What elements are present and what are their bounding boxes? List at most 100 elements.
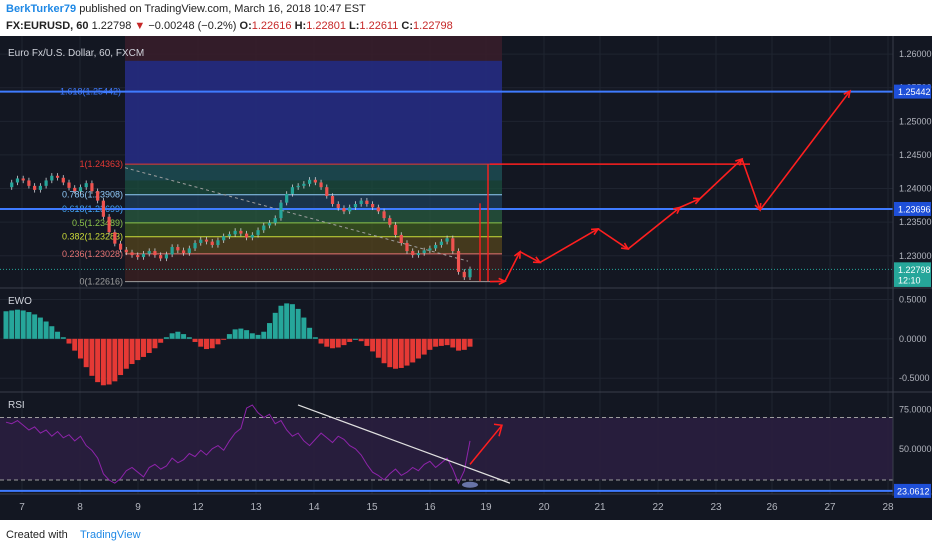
projection-segment	[504, 251, 521, 282]
y-tick-label: 1.25000	[899, 116, 932, 126]
ewo-panel[interactable]: EWO	[0, 296, 893, 386]
ewo-bar	[450, 338, 456, 348]
price-panel[interactable]: 1(1.24363)0.786(1.23908)0.618(1.23699)0.…	[0, 36, 893, 494]
fib-band	[125, 164, 502, 195]
ewo-bar	[456, 338, 462, 351]
ewo-bar	[158, 338, 164, 343]
ewo-bar	[427, 338, 433, 350]
ewo-bar	[20, 310, 26, 339]
ewo-bar	[284, 303, 290, 339]
ewo-bar	[358, 338, 364, 342]
ewo-bar	[221, 338, 227, 340]
x-tick-label: 15	[366, 502, 378, 513]
x-tick-label: 14	[308, 502, 320, 513]
ewo-bar	[9, 310, 15, 339]
ewo-bar	[163, 337, 169, 339]
x-tick-label: 23	[710, 502, 722, 513]
candle-body	[330, 195, 335, 204]
price-axis-badge-label: 1.23696	[898, 204, 931, 214]
candle-body	[267, 222, 272, 226]
fib-level-label: 1(1.24363)	[79, 159, 123, 169]
ewo-bar	[226, 334, 232, 339]
ewo-bar	[89, 338, 95, 376]
candle-body	[38, 185, 42, 190]
author-link[interactable]: BerkTurker79	[6, 3, 77, 15]
x-tick-label: 27	[824, 502, 836, 513]
chart-canvas[interactable]: 1(1.24363)0.786(1.23908)0.618(1.23699)0.…	[0, 36, 932, 520]
candle-body	[90, 183, 94, 192]
ewo-bar	[152, 338, 158, 349]
y-tick-label: 1.26000	[899, 49, 932, 59]
ewo-bar	[415, 338, 421, 359]
candle-body	[451, 238, 455, 252]
candle-body	[250, 234, 254, 238]
candle-body	[308, 179, 312, 184]
tradingview-brand[interactable]: TradingView	[80, 529, 141, 541]
low-value: 1.22611	[359, 20, 399, 32]
rsi-tick-label: 50.0000	[899, 444, 932, 454]
candle-body	[462, 271, 466, 278]
rsi-line	[5, 404, 471, 485]
candle-body	[411, 251, 415, 256]
ewo-bar	[364, 338, 370, 346]
ewo-bar	[100, 338, 106, 386]
candle-body	[244, 233, 249, 238]
rsi-projection-arrowhead	[493, 423, 503, 437]
ewo-bar	[249, 333, 255, 339]
x-tick-label: 9	[135, 502, 141, 513]
candle-body	[468, 269, 472, 278]
ewo-panel-title: EWO	[8, 296, 32, 307]
ewo-bar	[37, 317, 43, 339]
ewo-bar	[186, 337, 192, 339]
rsi-panel[interactable]: RSI	[0, 400, 893, 492]
ewo-bar	[3, 311, 9, 339]
price-axis-badge-label: 1.25442	[898, 87, 931, 97]
candle-body	[84, 183, 88, 188]
candle-body	[147, 251, 151, 254]
ewo-bar	[324, 338, 330, 347]
x-tick-label: 22	[652, 502, 664, 513]
candle-body	[170, 247, 174, 255]
price-axis-badge-label: 1.22798	[898, 265, 931, 275]
ewo-bar	[381, 338, 387, 364]
rsi-projection-arrow	[469, 424, 503, 465]
candle-body	[342, 208, 346, 212]
ewo-bar	[118, 338, 124, 376]
ewo-bar	[312, 337, 318, 339]
candle-body	[376, 207, 380, 212]
projection-segment	[759, 90, 851, 211]
candle-body	[187, 248, 191, 254]
ewo-bar	[192, 338, 198, 342]
ewo-bar	[198, 338, 204, 347]
candle-body	[371, 203, 375, 208]
x-tick-label: 20	[538, 502, 550, 513]
ewo-bar	[301, 317, 307, 339]
price-axis-badge-label: 12:10	[898, 275, 921, 285]
price-change: −0.00248 (−0.2%)	[148, 20, 237, 32]
trend-dashed-line	[124, 167, 469, 262]
candle-body	[222, 236, 226, 241]
fib-level-label: 0.236(1.23028)	[62, 249, 123, 259]
fib-level-label: 0.382(1.23283)	[62, 232, 123, 242]
ewo-bar	[215, 338, 221, 345]
ewo-bar	[444, 338, 450, 346]
ewo-bar	[318, 338, 324, 344]
candle-body	[21, 178, 25, 181]
ewo-bar	[129, 338, 135, 365]
price-axis-badge	[894, 201, 931, 216]
projection-segment	[741, 158, 761, 211]
ewo-bar	[203, 338, 209, 350]
fib-level-label: 0.786(1.23908)	[62, 190, 123, 200]
fib-band	[125, 208, 502, 223]
fib-band	[125, 222, 502, 237]
close-label: C:	[401, 20, 414, 32]
ewo-bar	[49, 326, 55, 339]
ewo-bar	[433, 338, 439, 347]
candle-body	[365, 200, 369, 204]
candle-body	[279, 202, 283, 219]
candle-body	[181, 250, 186, 254]
candle-body	[153, 251, 157, 256]
candle-body	[416, 253, 421, 256]
candle-body	[445, 238, 449, 242]
candle-body	[164, 254, 168, 259]
